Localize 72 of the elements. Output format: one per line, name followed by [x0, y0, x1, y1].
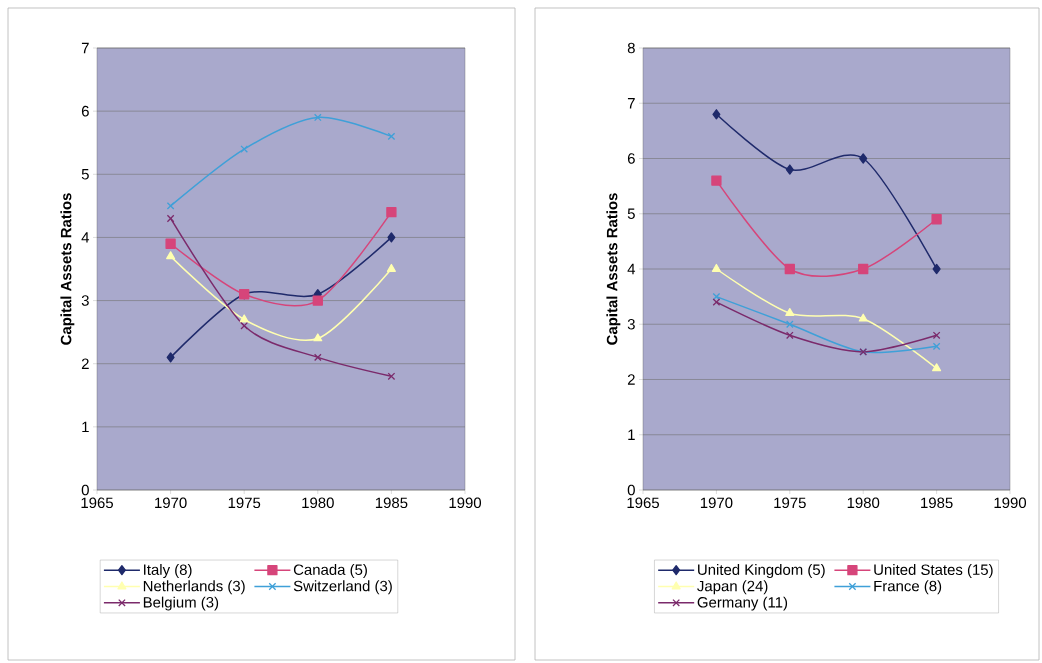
- legend-label: Netherlands (3): [143, 580, 245, 595]
- point: [858, 313, 868, 322]
- y-tick-label: 5: [627, 208, 635, 219]
- x-tick-label: 1965: [627, 497, 659, 509]
- legend-label: Canada (5): [293, 564, 367, 578]
- point: [711, 263, 721, 272]
- point: [386, 207, 397, 218]
- y-tick-label: 1: [628, 429, 635, 440]
- y-tick-label: 0: [81, 484, 89, 496]
- point: [166, 251, 176, 260]
- x-tick-label: 1975: [228, 497, 261, 509]
- x-tick-label: 1965: [81, 497, 113, 509]
- y-tick-label: 6: [81, 105, 89, 117]
- y-axis-title: Capital Assets Ratios: [60, 193, 75, 345]
- y-tick-label: 2: [627, 374, 635, 385]
- point: [785, 164, 794, 175]
- legend-label: Belgium (3): [143, 596, 219, 611]
- point: [785, 331, 794, 340]
- legend-label: United Kingdom (5): [698, 564, 825, 578]
- x-tick-label: 1970: [700, 497, 733, 509]
- y-tick-label: 2: [81, 358, 89, 369]
- point: [932, 363, 942, 372]
- x-tick-label: 1990: [994, 497, 1027, 509]
- point: [785, 320, 794, 329]
- y-tick-label: 7: [627, 98, 635, 109]
- point: [859, 153, 868, 164]
- y-tick-label: 8: [627, 42, 635, 54]
- legend-label: Switzerland (3): [293, 580, 392, 595]
- legend-label: Japan (24): [697, 580, 768, 595]
- point: [386, 263, 396, 272]
- point: [312, 295, 323, 306]
- y-tick-label: 4: [627, 263, 636, 275]
- point: [313, 333, 323, 342]
- point: [931, 214, 942, 225]
- y-tick-label: 5: [81, 169, 89, 180]
- point: [313, 353, 322, 362]
- y-tick-label: 3: [627, 318, 635, 330]
- point: [387, 232, 396, 243]
- y-tick-label: 7: [81, 42, 89, 54]
- point: [932, 263, 941, 275]
- x-tick-label: 1980: [847, 497, 880, 509]
- legend-label: Germany (11): [697, 596, 788, 611]
- y-tick-label: 6: [627, 153, 635, 164]
- y-tick-label: 1: [82, 421, 89, 432]
- point: [240, 145, 249, 153]
- y-tick-label: 3: [81, 295, 89, 306]
- point: [387, 132, 396, 141]
- point: [166, 352, 175, 363]
- x-tick-label: 1990: [449, 497, 482, 509]
- point: [858, 263, 869, 275]
- point: [165, 238, 176, 249]
- x-tick-label: 1985: [375, 497, 408, 509]
- x-tick-label: 1970: [155, 497, 187, 509]
- x-tick-label: 1975: [774, 497, 806, 509]
- legend-label: France (8): [874, 580, 942, 595]
- point: [313, 113, 322, 122]
- point: [166, 214, 175, 223]
- point: [785, 308, 795, 317]
- legend-label: Italy (8): [144, 564, 192, 578]
- point: [932, 331, 941, 340]
- point: [239, 314, 249, 323]
- x-tick-label: 1985: [921, 497, 953, 509]
- point: [711, 175, 722, 186]
- x-tick-label: 1980: [302, 497, 334, 509]
- point: [784, 263, 795, 275]
- point: [712, 109, 721, 120]
- point: [166, 202, 175, 210]
- y-tick-label: 0: [627, 484, 635, 496]
- y-axis-title: Capital Assets Ratios: [606, 193, 621, 345]
- legend-label: United States (15): [874, 564, 993, 578]
- y-tick-label: 4: [81, 232, 90, 243]
- point: [712, 298, 721, 306]
